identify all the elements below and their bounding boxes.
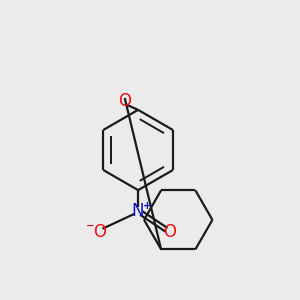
Text: −: −	[86, 221, 95, 231]
Text: O: O	[163, 223, 176, 241]
Text: +: +	[143, 201, 152, 211]
Text: O: O	[118, 92, 131, 110]
Text: N: N	[132, 202, 144, 220]
Text: O: O	[93, 223, 106, 241]
